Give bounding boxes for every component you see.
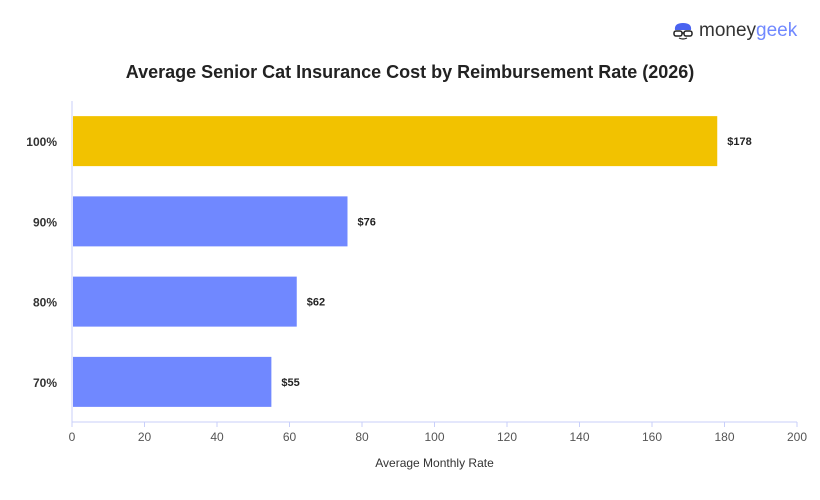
y-tick-label: 100% xyxy=(26,135,57,149)
x-tick-label: 120 xyxy=(497,430,517,444)
data-label: $76 xyxy=(358,216,376,228)
y-tick-label: 90% xyxy=(33,215,57,229)
x-tick-label: 100 xyxy=(424,430,444,444)
bar-100pct xyxy=(73,116,718,167)
x-tick-label: 60 xyxy=(283,430,297,444)
x-tick-label: 40 xyxy=(210,430,224,444)
x-tick-label: 0 xyxy=(69,430,76,444)
chart-title: Average Senior Cat Insurance Cost by Rei… xyxy=(125,62,695,82)
y-tick-label: 70% xyxy=(33,376,57,390)
x-axis-title: Average Monthly Rate xyxy=(375,456,494,470)
data-label: $55 xyxy=(281,377,299,389)
x-tick-label: 200 xyxy=(787,430,807,444)
data-label: $178 xyxy=(727,136,751,148)
x-tick-label: 160 xyxy=(642,430,662,444)
x-tick-label: 20 xyxy=(138,430,152,444)
x-tick-label: 80 xyxy=(355,430,369,444)
y-tick-label: 80% xyxy=(33,296,57,310)
bar-90pct xyxy=(73,196,348,247)
bar-80pct xyxy=(73,276,297,327)
x-tick-label: 180 xyxy=(714,430,734,444)
moneygeek-logo: moneygeek xyxy=(672,20,797,42)
data-label: $62 xyxy=(307,297,325,309)
logo-text-geek: geek xyxy=(756,20,798,41)
logo-text-money: money xyxy=(699,20,757,41)
geek-mascot-icon xyxy=(673,23,693,40)
bar-70pct xyxy=(73,356,272,407)
x-tick-label: 140 xyxy=(569,430,589,444)
